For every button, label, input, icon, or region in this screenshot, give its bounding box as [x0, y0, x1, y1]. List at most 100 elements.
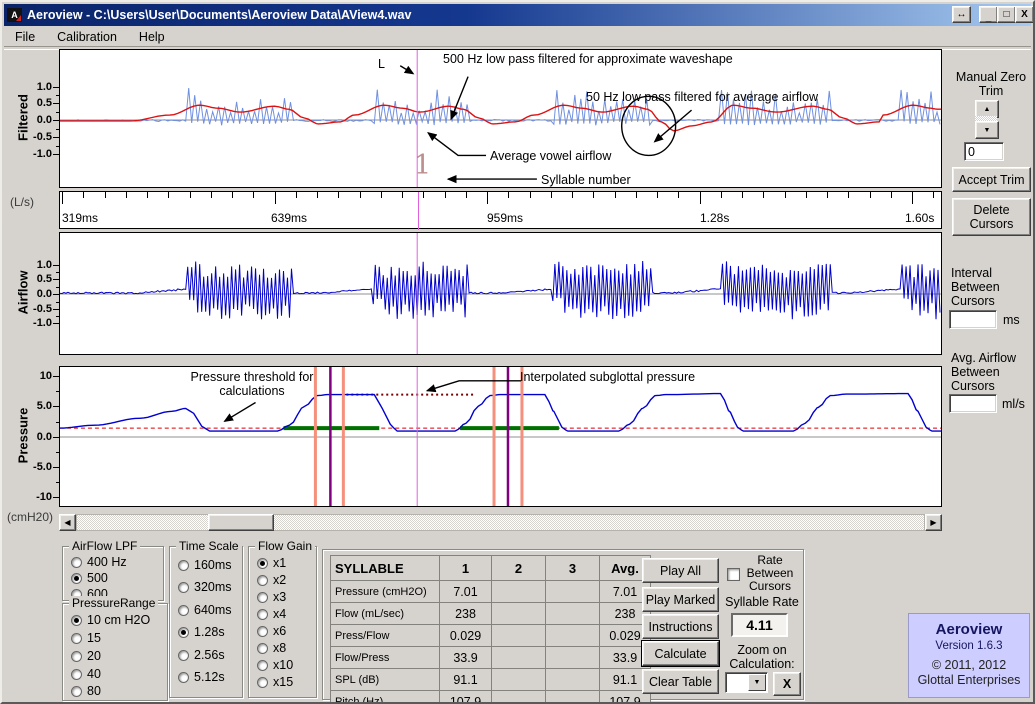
menu-help[interactable]: Help [128, 28, 176, 46]
filtered-tick: 0.5 [22, 97, 52, 109]
radio-label: 40 [87, 667, 101, 681]
radio-40[interactable]: 40 [71, 667, 101, 681]
calculate-button[interactable]: Calculate [642, 641, 719, 666]
radio-512s[interactable]: 5.12s [178, 670, 225, 684]
radio-label: x1 [273, 556, 286, 570]
trim-down-button[interactable]: ▼ [975, 121, 999, 139]
avg-airflow-input[interactable] [949, 394, 997, 413]
radio-label: 20 [87, 649, 101, 663]
horizontal-scrollbar[interactable]: ◀ ▶ [59, 514, 942, 531]
accept-trim-button[interactable]: Accept Trim [952, 167, 1031, 192]
resize-window-button[interactable]: ↔ [952, 6, 971, 23]
menu-file[interactable]: File [4, 28, 46, 46]
delete-cursors-button[interactable]: Delete Cursors [952, 198, 1031, 236]
annotation-syllable-label: Syllable number [541, 173, 631, 187]
zoom-close-button[interactable]: X [773, 672, 801, 696]
radio-320ms[interactable]: 320ms [178, 580, 232, 594]
radio-500[interactable]: 500 [71, 571, 108, 585]
play-marked-button[interactable]: Play Marked [642, 587, 719, 612]
table-row: Pitch (Hz) 107.9 107.9 [331, 691, 651, 704]
radio-20[interactable]: 20 [71, 649, 101, 663]
time-label: 319ms [62, 211, 98, 225]
cell [492, 603, 546, 625]
filtered-tick: 1.0 [22, 81, 52, 93]
radio-15[interactable]: 15 [71, 631, 101, 645]
time-scale-group: Time Scale 160ms 320ms 640ms 1.28s 2.56s… [169, 546, 243, 698]
minimize-button[interactable]: _ [979, 6, 998, 23]
airflow-chart[interactable] [59, 232, 942, 355]
radio-80[interactable]: 80 [71, 684, 101, 698]
radio-x3[interactable]: x3 [257, 590, 286, 604]
airflow-tick: -0.5 [22, 303, 52, 315]
radio-x15[interactable]: x15 [257, 675, 293, 689]
radio-x6[interactable]: x6 [257, 624, 286, 638]
axis-tick [53, 279, 59, 280]
radio-x8[interactable]: x8 [257, 641, 286, 655]
time-tick [168, 192, 169, 198]
radio-label: 5.12s [194, 670, 225, 684]
table-row: Press/Flow 0.029 0.029 [331, 625, 651, 647]
radio-icon [178, 560, 189, 571]
radio-icon [257, 660, 268, 671]
scroll-left-button[interactable]: ◀ [59, 514, 76, 531]
pressure-chart[interactable]: Pressure threshold for calculations Inte… [59, 366, 942, 507]
trim-value-input[interactable]: 0 [964, 142, 1004, 161]
spin-up-icon: ▲ [984, 106, 991, 113]
airflow-tick: 1.0 [22, 259, 52, 271]
filtered-unit-label: (L/s) [10, 195, 34, 209]
radio-x1[interactable]: x1 [257, 556, 286, 570]
axis-tick [53, 467, 59, 468]
radio-x10[interactable]: x10 [257, 658, 293, 672]
interval-input[interactable] [949, 310, 997, 329]
axis-tick [53, 294, 59, 295]
filtered-tick: -1.0 [22, 148, 52, 160]
airflow-tick: 0.5 [22, 273, 52, 285]
radio-icon [71, 651, 82, 662]
radio-icon [257, 558, 268, 569]
cell [546, 669, 600, 691]
radio-icon [71, 557, 82, 568]
radio-icon [178, 672, 189, 683]
time-tick [317, 192, 318, 198]
time-axis-strip[interactable]: 319ms 639ms 959ms 1.28s 1.60s [59, 191, 942, 229]
radio-640ms[interactable]: 640ms [178, 603, 232, 617]
annotation-interpolated: Interpolated subglottal pressure [520, 370, 695, 384]
instructions-button[interactable]: Instructions [642, 614, 719, 639]
cell: 107.9 [440, 691, 492, 704]
scrollbar-thumb[interactable] [208, 514, 274, 531]
maximize-button[interactable]: □ [997, 6, 1016, 23]
play-all-button[interactable]: Play All [642, 558, 719, 583]
scrollbar-track[interactable] [76, 514, 925, 531]
radio-icon [257, 609, 268, 620]
pressure-tick: -10 [22, 491, 52, 503]
radio-256s[interactable]: 2.56s [178, 648, 225, 662]
cell [492, 691, 546, 704]
radio-160ms[interactable]: 160ms [178, 558, 232, 572]
filtered-chart[interactable]: L 500 Hz low pass filtered for approxima… [59, 49, 942, 188]
rate-between-cursors-checkbox[interactable] [727, 568, 740, 581]
time-tick [275, 192, 276, 204]
window-title: Aeroview - C:\Users\User\Documents\Aerov… [27, 8, 411, 22]
brand-name: Aeroview [909, 621, 1029, 638]
radio-label: x15 [273, 675, 293, 689]
table-row: Flow (mL/sec) 238 238 [331, 603, 651, 625]
radio-icon [257, 677, 268, 688]
radio-x2[interactable]: x2 [257, 573, 286, 587]
dropdown-arrow-button[interactable]: ▼ [748, 674, 766, 691]
zoom-calculation-dropdown[interactable]: ▼ [725, 672, 768, 693]
clear-table-button[interactable]: Clear Table [642, 669, 719, 694]
resize-icon: ↔ [957, 10, 967, 20]
title-bar[interactable]: A Aeroview - C:\Users\User\Documents\Aer… [4, 4, 1031, 26]
radio-icon [178, 650, 189, 661]
radio-x4[interactable]: x4 [257, 607, 286, 621]
row-label: SPL (dB) [331, 669, 440, 691]
radio-label: x2 [273, 573, 286, 587]
radio-128s[interactable]: 1.28s [178, 625, 225, 639]
radio-10cm[interactable]: 10 cm H2O [71, 613, 150, 627]
scroll-right-button[interactable]: ▶ [925, 514, 942, 531]
menu-calibration[interactable]: Calibration [46, 28, 128, 46]
radio-400hz[interactable]: 400 Hz [71, 555, 127, 569]
close-button[interactable]: X [1015, 6, 1034, 23]
app-icon[interactable]: A [7, 8, 22, 22]
annotation-threshold: Pressure threshold for calculations [176, 370, 328, 398]
